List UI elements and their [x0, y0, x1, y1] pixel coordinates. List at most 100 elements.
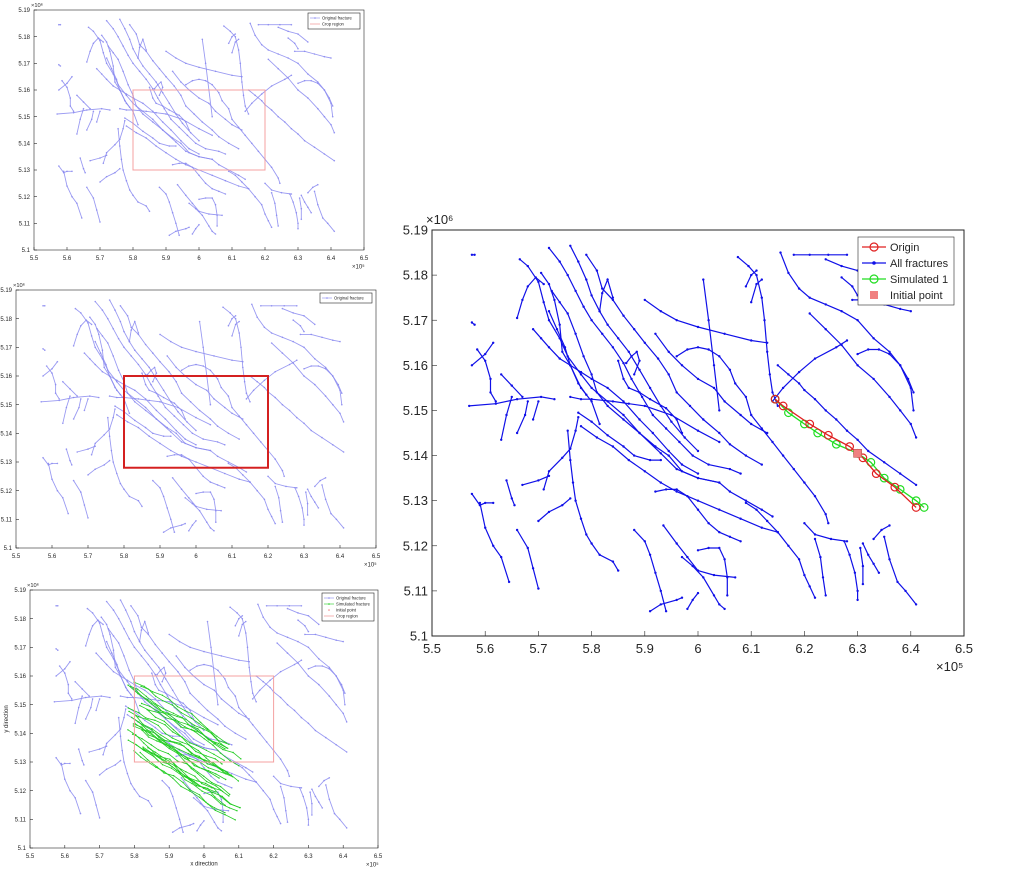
fracture-point: [248, 774, 250, 776]
fracture-point: [42, 348, 44, 350]
fracture-point: [69, 789, 71, 792]
fracture-point: [288, 409, 291, 412]
simulated-fracture-point: [172, 729, 175, 731]
fracture-point: [734, 576, 737, 579]
y-exponent-label: ×10⁶: [13, 282, 25, 289]
fracture-point: [835, 346, 838, 349]
simulated-fracture-point: [169, 758, 171, 760]
simulated-fracture-point: [131, 716, 133, 719]
fracture-point: [824, 258, 827, 261]
fracture-point: [173, 85, 175, 87]
fracture-line: [599, 277, 614, 312]
simulated-fracture-point: [191, 713, 193, 715]
fracture-point: [577, 416, 580, 419]
fracture-point: [335, 703, 338, 706]
fracture-line: [151, 672, 195, 720]
fracture-line: [300, 195, 312, 213]
y-tick-label: 5.16: [14, 674, 26, 680]
fracture-point: [148, 73, 151, 75]
simulated-fracture-point: [240, 758, 242, 760]
fracture-point: [547, 346, 551, 349]
fracture-point: [680, 463, 684, 466]
fracture-point: [473, 253, 476, 256]
fracture-point: [845, 339, 849, 342]
fracture-point: [180, 441, 183, 443]
x-tick-label: 5.6: [476, 641, 494, 656]
fracture-point: [215, 509, 217, 512]
simulated-fracture-point: [147, 747, 149, 749]
fracture-point: [217, 781, 219, 783]
simulated-fracture-point: [137, 693, 139, 695]
fracture-point: [224, 444, 226, 446]
fracture-point: [116, 389, 118, 392]
fracture-point: [108, 459, 111, 462]
fracture-point: [307, 646, 310, 649]
fracture-point: [648, 398, 652, 401]
simulated-fracture-point: [214, 809, 216, 812]
fracture-point: [274, 458, 277, 460]
fracture-point: [72, 345, 75, 347]
fracture-point: [231, 744, 233, 746]
fracture-point: [145, 137, 147, 139]
fracture-line: [814, 538, 827, 596]
simulated-fracture-point: [214, 796, 216, 798]
y-exponent-label: ×10⁶: [27, 582, 39, 589]
fracture-point: [175, 141, 177, 143]
legend-entry-label: Initial point: [890, 290, 943, 302]
simulated-fracture-point: [155, 766, 157, 768]
fracture-point: [188, 147, 190, 150]
fracture-point: [128, 340, 131, 343]
fracture-point: [158, 186, 161, 189]
fracture-point: [142, 102, 144, 105]
simulated-fracture-point: [141, 738, 143, 740]
fracture-point: [180, 409, 183, 412]
fracture-point: [89, 358, 91, 360]
fracture-point: [303, 518, 305, 521]
fracture-point: [58, 63, 60, 66]
fracture-point: [194, 207, 197, 210]
fracture-point: [142, 130, 144, 133]
fracture-point: [664, 427, 668, 430]
fracture-point: [98, 622, 101, 624]
fracture-point: [173, 531, 176, 533]
fracture-point: [170, 435, 172, 438]
fracture-point: [119, 482, 122, 485]
simulated-fracture-point: [213, 743, 215, 745]
simulated-fracture-point: [205, 780, 208, 783]
fracture-point: [244, 178, 246, 181]
fracture-point: [213, 689, 216, 692]
fracture-point: [128, 637, 130, 640]
fracture-point: [680, 596, 684, 599]
x-tick-label: 5.5: [423, 641, 441, 656]
fracture-point: [185, 83, 187, 86]
fracture-point: [290, 785, 292, 788]
fracture-point: [133, 788, 136, 790]
fracture-point: [158, 699, 160, 702]
fracture-point: [168, 145, 171, 147]
fracture-point: [116, 472, 118, 475]
fracture-point: [114, 405, 116, 407]
fracture-point: [191, 432, 194, 435]
fracture-point: [255, 781, 257, 783]
fracture-point: [159, 669, 162, 672]
fracture-point: [906, 377, 910, 381]
fracture-point: [342, 451, 345, 453]
fracture-point: [643, 298, 646, 302]
fracture-point: [726, 594, 729, 597]
fracture-point: [267, 219, 270, 222]
fracture-point: [227, 142, 230, 145]
legend-entry-label: Origin: [890, 242, 919, 254]
fracture-point: [163, 107, 166, 110]
simulated-fracture-point: [200, 732, 203, 734]
fracture-point: [105, 742, 108, 745]
x-tick-label: 5.8: [129, 256, 138, 262]
fracture-point: [206, 508, 208, 511]
fracture-point: [107, 317, 109, 320]
fracture-point: [337, 383, 340, 386]
fracture-point: [76, 133, 78, 135]
fracture-line: [163, 523, 186, 533]
fracture-point: [274, 396, 277, 399]
simulated-fracture-point: [141, 726, 143, 728]
fracture-point: [198, 127, 200, 130]
fracture-point: [211, 174, 213, 177]
